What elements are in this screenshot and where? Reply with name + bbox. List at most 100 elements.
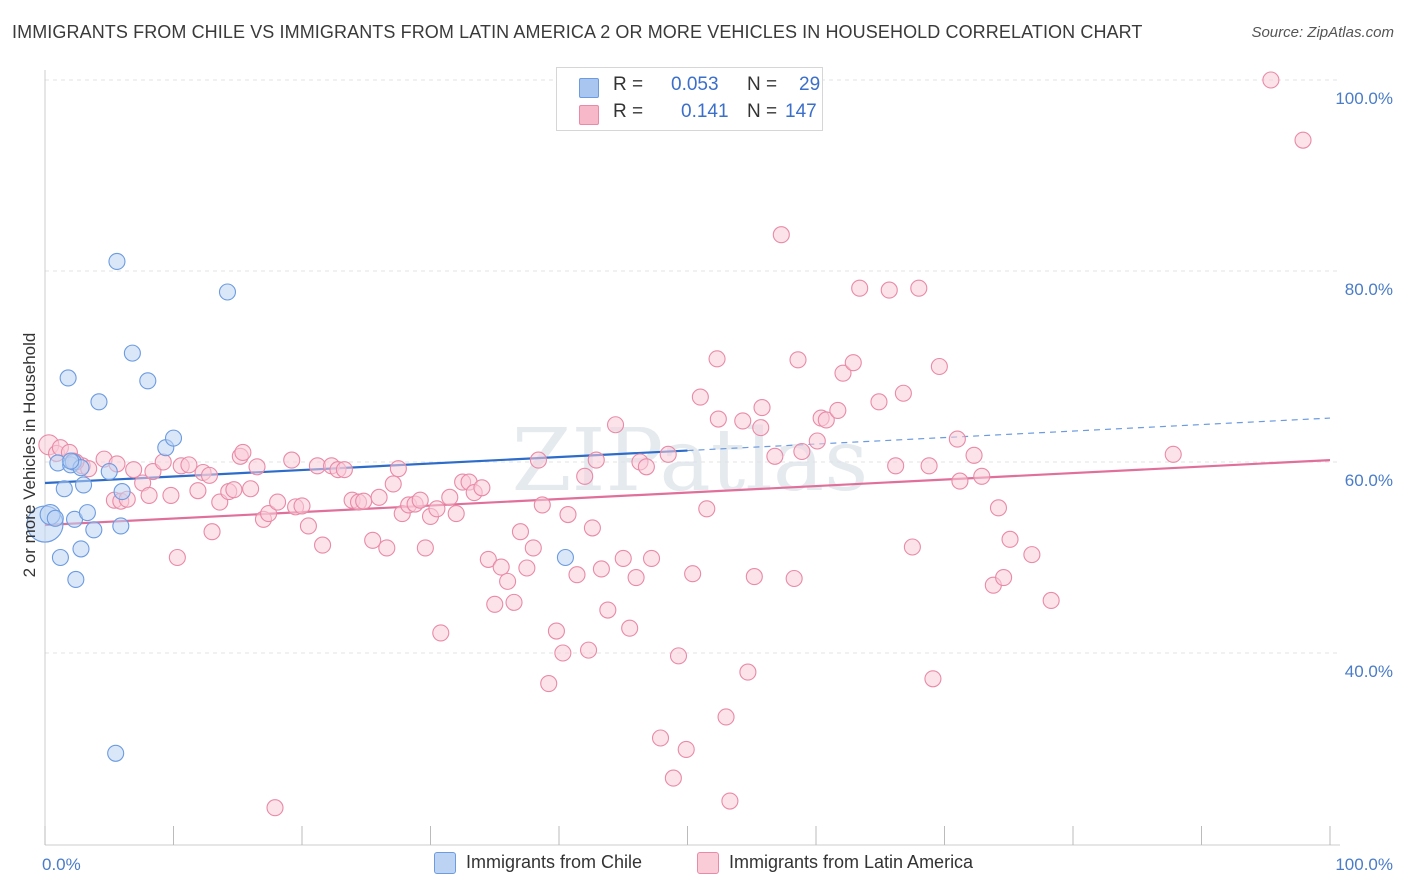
data-point-latin-america (260, 505, 278, 523)
data-point-latin-america (266, 799, 284, 817)
data-point-latin-america (540, 675, 558, 693)
data-point-latin-america (920, 457, 938, 475)
data-point-latin-america (717, 708, 735, 726)
watermark: ZIPatlas (512, 411, 868, 511)
data-point-latin-america (739, 663, 757, 681)
x-tick-label-min: 0.0% (42, 855, 81, 874)
legend-n-value: 147 (785, 101, 817, 122)
y-tick-labels: 40.0% 60.0% 80.0% 100.0% (1335, 89, 1393, 681)
data-point-latin-america (473, 479, 491, 497)
legend-swatch-latin-america (579, 105, 599, 125)
data-point-chile (90, 393, 108, 411)
data-point-latin-america (903, 538, 921, 556)
data-point-latin-america (547, 622, 565, 640)
data-point-chile (108, 252, 126, 271)
data-point-latin-america (659, 445, 677, 463)
data-point-latin-america (486, 595, 504, 613)
data-point-latin-america (299, 517, 317, 535)
data-point-latin-america (162, 486, 180, 504)
data-point-latin-america (505, 593, 523, 611)
data-point-latin-america (203, 523, 221, 541)
data-point-latin-america (785, 569, 803, 588)
data-point-chile (55, 480, 73, 498)
data-point-chile (139, 372, 157, 390)
data-point-latin-america (283, 451, 301, 469)
data-point-latin-america (887, 457, 905, 475)
data-point-latin-america (428, 500, 446, 518)
data-point-latin-america (870, 393, 888, 411)
data-point-latin-america (524, 539, 542, 557)
data-point-latin-america (529, 451, 547, 469)
data-point-chile (85, 521, 103, 539)
data-point-latin-america (844, 354, 862, 372)
trend-line-chile-extension (687, 417, 1331, 452)
data-point-latin-america (492, 558, 510, 576)
data-point-latin-america (599, 601, 617, 619)
data-point-latin-america (447, 505, 465, 523)
data-point-latin-america (684, 565, 702, 583)
data-point-latin-america (389, 460, 407, 478)
data-point-chile (123, 344, 141, 362)
axes (44, 70, 1340, 846)
data-point-latin-america (583, 519, 601, 537)
series-label-latin-america: Immigrants from Latin America (729, 852, 974, 872)
y-tick-label: 100.0% (1335, 89, 1393, 108)
data-point-latin-america (140, 486, 158, 504)
data-point-latin-america (924, 670, 942, 688)
data-point-latin-america (1023, 546, 1041, 564)
data-point-latin-america (894, 384, 912, 402)
data-point-latin-america (789, 351, 807, 369)
data-point-latin-america (225, 481, 243, 499)
data-point-chile (218, 283, 237, 301)
data-point-latin-america (364, 531, 382, 549)
data-point-latin-america (234, 443, 252, 462)
data-point-latin-america (576, 467, 594, 485)
y-tick-label: 40.0% (1345, 662, 1393, 681)
data-point-chile (62, 452, 80, 470)
data-point-latin-america (651, 729, 670, 747)
y-tick-label: 80.0% (1345, 280, 1393, 299)
data-point-latin-america (817, 411, 835, 429)
data-point-latin-america (384, 475, 402, 493)
data-point-latin-america (834, 364, 852, 382)
data-point-latin-america (189, 482, 207, 500)
data-point-latin-america (293, 497, 311, 515)
data-point-latin-america (355, 492, 373, 510)
data-point-latin-america (753, 399, 771, 417)
data-point-latin-america (242, 480, 260, 498)
series-label-chile: Immigrants from Chile (466, 852, 643, 872)
data-point-latin-america (973, 467, 991, 485)
data-point-latin-america (1164, 445, 1182, 463)
data-point-latin-america (752, 419, 770, 437)
data-point-chile (46, 509, 64, 527)
data-point-latin-america (829, 401, 847, 419)
data-point-latin-america (637, 458, 655, 476)
chart-title: IMMIGRANTS FROM CHILE VS IMMIGRANTS FROM… (12, 22, 1143, 42)
data-point-latin-america (721, 792, 739, 810)
data-point-latin-america (269, 493, 287, 511)
data-point-latin-america (745, 568, 763, 586)
data-point-chile (67, 570, 85, 589)
data-point-latin-america (793, 442, 811, 461)
data-point-latin-america (587, 451, 605, 469)
data-point-latin-america (568, 566, 586, 584)
data-point-latin-america (559, 505, 577, 524)
data-point-latin-america (1294, 131, 1312, 149)
data-point-latin-america (432, 624, 450, 642)
legend-r-value: 0.141 (681, 101, 729, 122)
data-point-latin-america (627, 569, 645, 587)
legend-r-value: 0.053 (671, 74, 719, 95)
data-point-latin-america (248, 458, 266, 476)
data-point-chile (113, 483, 131, 501)
data-point-latin-america (965, 446, 983, 464)
data-point-latin-america (441, 488, 459, 506)
legend-n-value: 29 (799, 74, 821, 95)
data-point-latin-america (910, 279, 928, 297)
x-tick-label-max: 100.0% (1335, 855, 1393, 874)
legend-r-label: R = (613, 74, 644, 95)
data-point-latin-america (677, 740, 695, 759)
data-point-latin-america (951, 472, 969, 490)
data-point-latin-america (989, 499, 1008, 517)
data-point-chile (59, 369, 77, 387)
